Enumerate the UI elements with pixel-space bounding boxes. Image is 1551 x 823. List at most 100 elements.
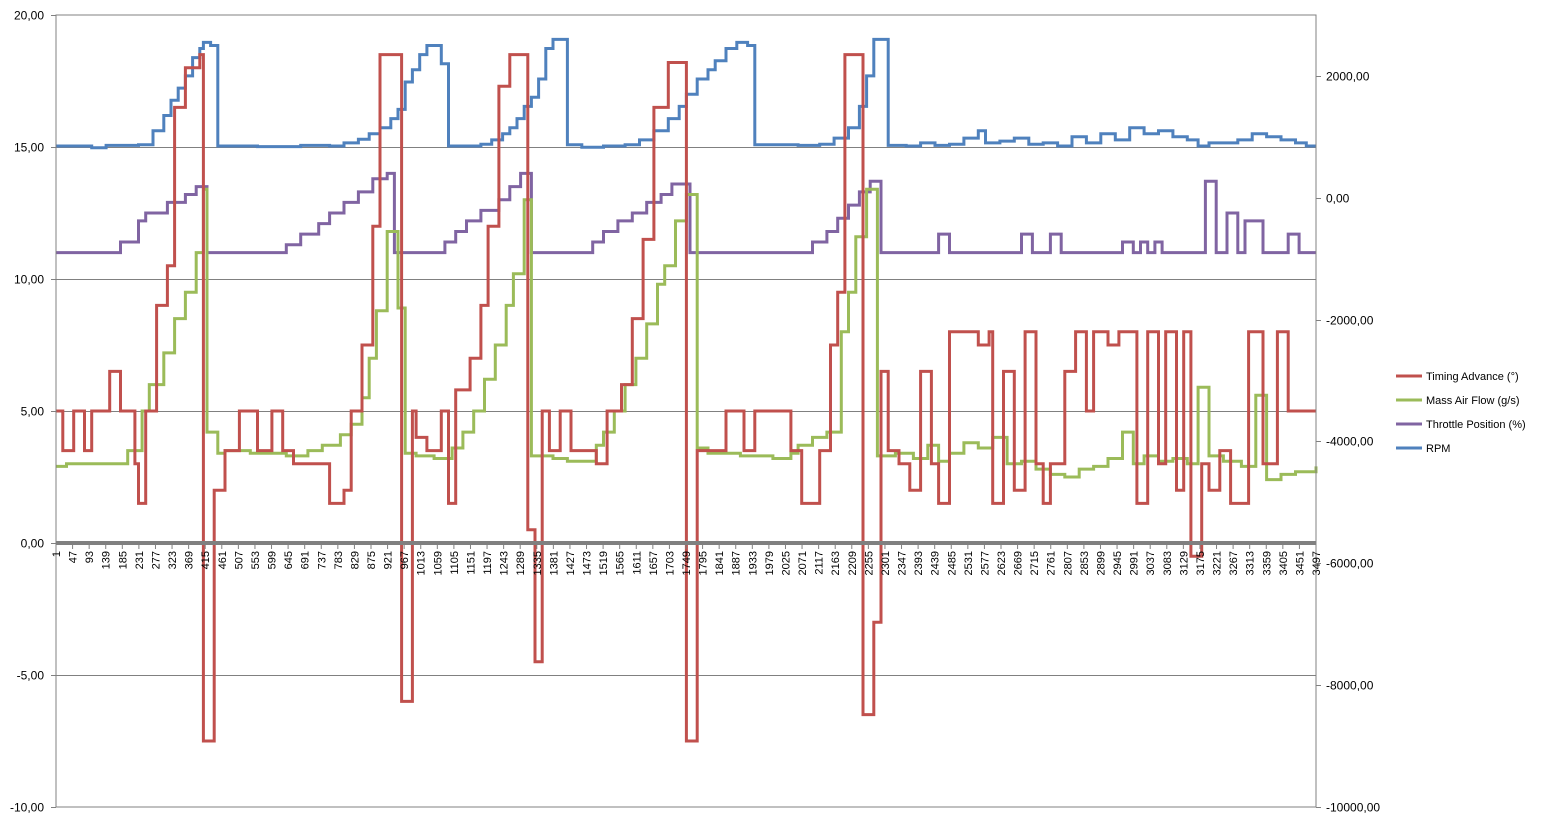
x-tick-label: 3497 <box>1311 551 1323 575</box>
series-line-rpm <box>56 37 1316 150</box>
left-y-tick-label: -10,00 <box>10 801 44 815</box>
x-tick-label: 1795 <box>698 551 710 575</box>
left-y-tick-label: 0,00 <box>21 537 45 551</box>
series-line-throttle-position <box>56 171 1316 255</box>
x-tick-label: 1013 <box>416 551 428 575</box>
right-y-tick-label: -2000,00 <box>1326 314 1374 328</box>
x-tick-label: 1749 <box>681 551 693 575</box>
x-tick-label: 1197 <box>482 551 494 575</box>
right-y-tick-label: -10000,00 <box>1326 801 1380 815</box>
x-tick-label: 1289 <box>515 551 527 575</box>
x-tick-label: 461 <box>217 551 229 569</box>
x-tick-label: 2025 <box>780 551 792 575</box>
x-tick-label: 2117 <box>814 551 826 575</box>
x-tick-label: 139 <box>101 551 113 569</box>
x-tick-label: 47 <box>68 551 80 563</box>
series-lines <box>56 37 1318 743</box>
x-tick-label: 3129 <box>1178 551 1190 575</box>
x-tick-label: 2807 <box>1062 551 1074 575</box>
x-tick-label: 1059 <box>432 551 444 575</box>
x-tick-label: 2899 <box>1095 551 1107 575</box>
left-y-axis-tick-labels: -10,00 -5,00 0,00 5,00 10,00 15,00 20,00 <box>10 9 44 815</box>
x-tick-label: 2991 <box>1129 551 1141 575</box>
x-tick-label: 2439 <box>930 551 942 575</box>
x-tick-label: 93 <box>84 551 96 563</box>
x-tick-label: 599 <box>267 551 279 569</box>
x-tick-label: 3313 <box>1245 551 1257 575</box>
legend-entry-label: Throttle Position (%) <box>1426 419 1526 431</box>
x-tick-label: 415 <box>200 551 212 569</box>
x-tick-label: 829 <box>349 551 361 569</box>
x-tick-label: 967 <box>399 551 411 569</box>
x-tick-label: 2577 <box>979 551 991 575</box>
x-tick-label: 1335 <box>532 551 544 575</box>
x-tick-label: 1105 <box>449 551 461 575</box>
x-tick-label: 2255 <box>863 551 875 575</box>
x-tick-label: 3405 <box>1278 551 1290 575</box>
legend-entry-label: RPM <box>1426 443 1450 455</box>
x-tick-label: 323 <box>167 551 179 569</box>
x-tick-label: 369 <box>184 551 196 569</box>
left-y-tick-label: 5,00 <box>21 405 45 419</box>
x-tick-label: 1933 <box>747 551 759 575</box>
x-tick-label: 921 <box>383 551 395 569</box>
legend: Timing Advance (°) Mass Air Flow (g/s) Thr… <box>1396 371 1526 455</box>
right-y-tick-label: 2000,00 <box>1326 70 1370 84</box>
x-tick-label: 3083 <box>1162 551 1174 575</box>
right-y-axis-tick-labels: -10000,00 -8000,00 -6000,00 -4000,00 -2000,0… <box>1326 70 1380 815</box>
x-tick-label: 2209 <box>847 551 859 575</box>
x-tick-label: 2945 <box>1112 551 1124 575</box>
x-tick-label: 783 <box>333 551 345 569</box>
x-tick-label: 1519 <box>598 551 610 575</box>
x-tick-label: 2715 <box>1029 551 1041 575</box>
x-tick-label: 737 <box>316 551 328 569</box>
x-tick-label: 231 <box>134 551 146 569</box>
x-tick-label: 1381 <box>548 551 560 575</box>
x-tick-label: 1657 <box>648 551 660 575</box>
legend-entry-label: Timing Advance (°) <box>1426 371 1519 383</box>
x-tick-label: 3267 <box>1228 551 1240 575</box>
series-line-mass-air-flow-g-s <box>56 187 1318 482</box>
x-tick-label: 553 <box>250 551 262 569</box>
x-tick-label: 3037 <box>1145 551 1157 575</box>
x-tick-label: 645 <box>283 551 295 569</box>
x-tick-label: 1841 <box>714 551 726 575</box>
left-y-tick-label: -5,00 <box>17 669 45 683</box>
left-y-tick-label: 20,00 <box>14 9 44 23</box>
x-tick-label: 2071 <box>797 551 809 575</box>
x-axis-tick-labels: 1 47 93 139 185 231 277 323 369 415 461 507 553 599 64… <box>51 551 1323 575</box>
x-tick-label: 1887 <box>731 551 743 575</box>
left-y-tick-label: 15,00 <box>14 141 44 155</box>
x-tick-label: 2853 <box>1079 551 1091 575</box>
x-tick-label: 1427 <box>565 551 577 575</box>
x-tick-label: 1703 <box>664 551 676 575</box>
right-y-tick-label: -4000,00 <box>1326 435 1374 449</box>
right-y-tick-label: -6000,00 <box>1326 557 1374 571</box>
axes <box>51 14 1321 808</box>
x-tick-label: 2531 <box>963 551 975 575</box>
x-tick-label: 3451 <box>1294 551 1306 575</box>
series-line-timing-advance <box>56 53 1316 743</box>
x-tick-label: 2393 <box>913 551 925 575</box>
x-tick-label: 3175 <box>1195 551 1207 575</box>
x-tick-label: 1151 <box>465 551 477 575</box>
left-y-tick-label: 10,00 <box>14 273 44 287</box>
x-tick-label: 2669 <box>1013 551 1025 575</box>
x-tick-label: 185 <box>117 551 129 569</box>
x-tick-label: 2761 <box>1046 551 1058 575</box>
x-tick-label: 507 <box>233 551 245 569</box>
x-tick-label: 277 <box>150 551 162 569</box>
x-tick-label: 2485 <box>946 551 958 575</box>
x-tick-label: 1 <box>51 551 63 557</box>
x-tick-label: 1611 <box>631 551 643 575</box>
x-tick-label: 691 <box>300 551 312 569</box>
x-tick-label: 1979 <box>764 551 776 575</box>
x-tick-label: 2347 <box>897 551 909 575</box>
right-y-tick-label: 0,00 <box>1326 192 1350 206</box>
x-tick-label: 1473 <box>582 551 594 575</box>
legend-entry-label: Mass Air Flow (g/s) <box>1426 395 1520 407</box>
x-tick-label: 1565 <box>615 551 627 575</box>
right-y-tick-label: -8000,00 <box>1326 679 1374 693</box>
